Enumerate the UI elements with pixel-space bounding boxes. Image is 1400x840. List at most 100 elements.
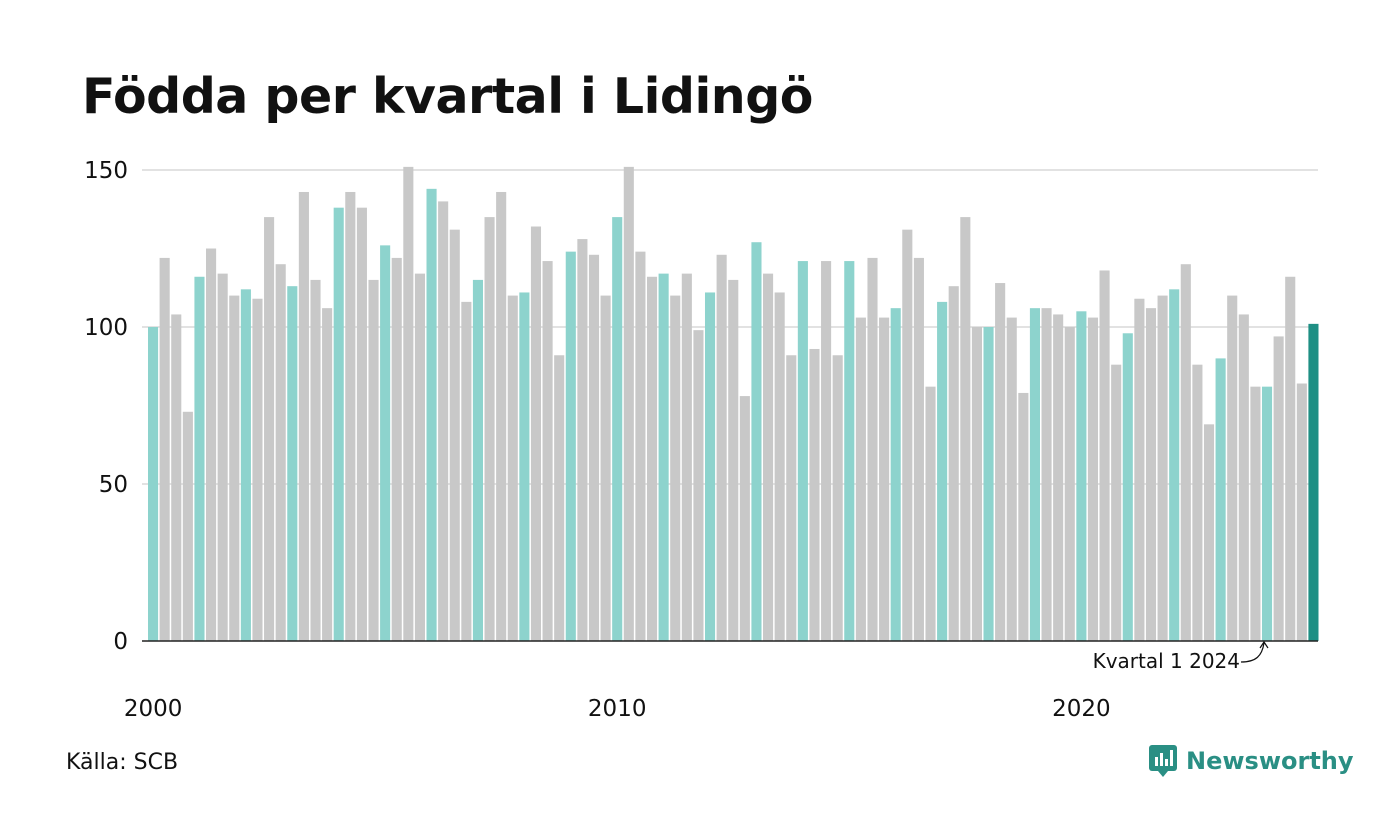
bar bbox=[600, 295, 611, 641]
bar bbox=[171, 314, 182, 641]
bar bbox=[821, 261, 832, 641]
bar bbox=[380, 245, 391, 642]
bar bbox=[948, 286, 959, 641]
brand-logo: Newsworthy bbox=[1148, 744, 1354, 778]
bar bbox=[345, 191, 356, 642]
bar bbox=[960, 217, 971, 641]
bar bbox=[1018, 392, 1029, 641]
bar bbox=[542, 261, 553, 641]
bar bbox=[751, 242, 762, 641]
bar bbox=[275, 264, 286, 641]
bar bbox=[716, 254, 727, 641]
bar bbox=[240, 289, 251, 641]
bar bbox=[461, 301, 472, 641]
bar bbox=[728, 279, 739, 641]
annotation-arrowhead bbox=[1259, 640, 1269, 649]
bar bbox=[484, 217, 495, 641]
y-tick-label: 50 bbox=[99, 472, 128, 498]
bar bbox=[937, 301, 948, 641]
bar bbox=[298, 191, 309, 642]
bar bbox=[472, 279, 484, 641]
bar bbox=[368, 279, 379, 641]
bar bbox=[983, 327, 994, 641]
bar bbox=[310, 279, 321, 641]
bar bbox=[635, 251, 646, 641]
bar-latest bbox=[1308, 323, 1319, 641]
y-tick-label: 100 bbox=[84, 315, 128, 341]
bar bbox=[1203, 424, 1215, 641]
bar bbox=[867, 257, 878, 641]
bar bbox=[1076, 311, 1087, 641]
bar bbox=[658, 273, 669, 641]
bar bbox=[1087, 317, 1099, 641]
bar bbox=[832, 355, 843, 641]
bar bbox=[786, 355, 797, 641]
source-label: Källa: SCB bbox=[66, 750, 179, 775]
bar bbox=[403, 166, 414, 642]
bar bbox=[1029, 308, 1040, 641]
bar bbox=[844, 261, 855, 641]
bar bbox=[565, 251, 576, 641]
x-tick-label: 2000 bbox=[124, 696, 183, 722]
annotation-label: Kvartal 1 2024 bbox=[1093, 649, 1240, 673]
bar bbox=[426, 188, 437, 641]
bar bbox=[1064, 327, 1075, 641]
bar bbox=[1238, 314, 1249, 641]
bar bbox=[159, 257, 170, 641]
bar bbox=[507, 295, 518, 641]
bar bbox=[194, 276, 205, 641]
bar bbox=[925, 386, 936, 641]
bar bbox=[438, 201, 449, 641]
bar bbox=[1192, 364, 1203, 641]
bar bbox=[1111, 364, 1122, 641]
bar bbox=[1227, 295, 1238, 641]
x-tick-label: 2010 bbox=[588, 696, 647, 722]
bar bbox=[217, 273, 228, 641]
bar bbox=[1006, 317, 1017, 641]
y-tick-label: 150 bbox=[84, 158, 128, 184]
bar bbox=[739, 396, 750, 641]
bar bbox=[182, 411, 193, 641]
bar bbox=[971, 327, 982, 641]
bar bbox=[855, 317, 866, 641]
bar bbox=[995, 283, 1006, 641]
bar bbox=[449, 229, 460, 641]
bar bbox=[1261, 386, 1273, 641]
bar bbox=[681, 273, 692, 641]
bar bbox=[322, 308, 333, 641]
bar bbox=[554, 355, 565, 641]
bar bbox=[1134, 298, 1145, 641]
bar bbox=[1145, 308, 1157, 641]
bar bbox=[623, 166, 634, 642]
y-axis-ticks: 0 50 100 150 bbox=[84, 158, 128, 655]
x-axis-ticks: 2000 2010 2020 bbox=[124, 696, 1111, 722]
bars bbox=[148, 166, 1319, 642]
bar bbox=[1157, 295, 1168, 641]
bar bbox=[519, 292, 530, 641]
bar bbox=[763, 273, 774, 641]
bar bbox=[646, 276, 658, 641]
bar bbox=[1122, 333, 1133, 641]
chart-title: Födda per kvartal i Lidingö bbox=[82, 68, 813, 125]
bar bbox=[333, 207, 344, 641]
bar bbox=[229, 295, 240, 641]
bar-chart: 0 50 100 150 2000 2010 2020 Kvartal 1 2024 bbox=[84, 158, 1319, 722]
bar bbox=[879, 317, 890, 641]
bar bbox=[913, 257, 924, 641]
bar bbox=[670, 295, 681, 641]
bar bbox=[902, 229, 913, 641]
bar bbox=[1180, 264, 1191, 641]
bar bbox=[693, 330, 704, 641]
bar bbox=[1285, 276, 1296, 641]
bar bbox=[797, 261, 808, 641]
bar bbox=[774, 292, 785, 641]
bar bbox=[704, 292, 716, 641]
bar bbox=[577, 239, 588, 641]
bar bbox=[1169, 289, 1180, 641]
bar bbox=[1250, 386, 1261, 641]
bar bbox=[612, 217, 623, 641]
bar bbox=[264, 217, 275, 641]
bar bbox=[588, 254, 600, 641]
bar bbox=[1053, 314, 1064, 641]
bar bbox=[252, 298, 263, 641]
